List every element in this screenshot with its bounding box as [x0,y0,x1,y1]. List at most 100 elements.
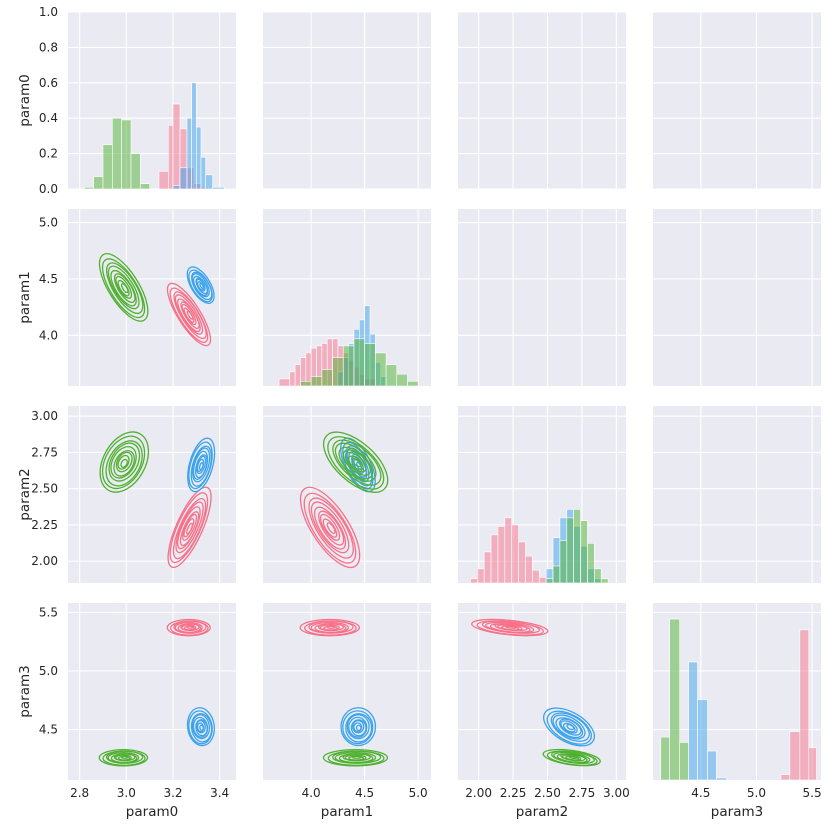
x-tick-label-param1: 4.0 [302,786,321,800]
y-tick-label-param2: 2.00 [31,554,58,568]
panel-background [68,603,236,780]
y-axis-label-param1: param1 [17,271,33,323]
y-tick-label-param0: 1.0 [39,5,58,19]
hist-bar-param0-s2 [186,117,192,189]
panel-param3-param2 [458,603,626,780]
kde-contour-param1-param2-s3 [338,446,374,480]
hist-bar-param0-s2 [172,185,181,189]
kde-contour-param0-param2-s3 [101,435,146,490]
panel-param3-param0 [68,603,236,780]
hist-bar-param0-s2 [191,82,197,189]
kde-contour-param1-param2-s0 [322,518,338,538]
kde-contour-param0-param1-s3 [98,253,149,322]
y-tick-label-param0: 0.8 [39,40,58,54]
hist-bar-param0-s2 [205,174,213,189]
y-tick-label-param1: 5.0 [39,216,58,230]
hist-bar-param2-s0 [483,551,492,583]
kde-contour-param0-param1-s3 [101,258,146,319]
panel-param2-param1 [263,406,431,583]
hist-bar-param3-s0 [789,731,801,780]
kde-contour-param1-param3-s2 [346,714,370,740]
kde-contour-param0-param1-s3 [107,265,140,310]
kde-contour-param1-param3-s2 [348,716,368,738]
hist-bar-param2-s0 [504,517,513,583]
hist-bar-param1-s3 [375,352,387,386]
kde-contour-param0-param1-s0 [174,294,204,335]
kde-contour-param1-param2-s0 [326,522,336,534]
x-tick-label-param2: 3.00 [603,786,630,800]
y-tick-label-param3: 4.5 [39,723,58,737]
x-tick-label-param2: 2.25 [500,786,527,800]
kde-contour-param1-param3-s2 [352,719,365,734]
panels-layer [68,11,821,780]
y-tick-label-param2: 2.25 [31,518,58,532]
hist-bar-param1-s3 [310,376,323,386]
panel-background [263,12,431,189]
panel-param1-param2 [458,209,626,386]
panel-content [299,618,389,767]
y-tick-label-param0: 0.4 [39,111,58,125]
kde-contour-param0-param1-s2 [199,282,205,289]
kde-contour-param2-param3-s3 [568,755,578,760]
hist-bar-param0-s2 [179,167,188,189]
panel-content [98,618,215,767]
x-tick-label-param0: 3.2 [163,786,182,800]
hist-bar-param2-s3 [600,578,609,583]
panel-param0-param2 [458,11,626,190]
x-tick-label-param1: 4.5 [355,786,374,800]
kde-contour-param0-param1-s3 [120,283,129,294]
kde-contour-param0-param3-s2 [195,719,206,734]
panel-background [458,406,626,583]
kde-contour-param1-param3-s3 [351,755,362,759]
y-tick-label-param0: 0.2 [39,147,58,161]
kde-contour-param0-param2-s3 [105,440,143,487]
kde-contour-param1-param2-s3 [327,436,385,490]
kde-contour-param0-param3-s2 [191,714,211,740]
x-tick-label-param3: 5.5 [803,786,822,800]
hist-bar-param2-s0 [497,526,506,583]
x-tick-label-param0: 3.4 [210,786,229,800]
hist-bar-param2-s3 [552,565,561,583]
hist-bar-param3-s2 [688,661,698,780]
x-tick-label-param2: 2.00 [465,786,492,800]
hist-bar-param1-s0 [278,378,291,386]
kde-contour-param0-param3-s3 [120,755,129,759]
kde-contour-param0-param2-s2 [190,445,213,487]
x-tick-label-param3: 5.0 [747,786,766,800]
hist-bar-param3-s3 [660,736,670,780]
kde-contour-param0-param1-s2 [186,266,215,304]
kde-contour-param1-param2-s3 [347,455,364,471]
hist-bar-param0-s3 [112,117,122,189]
kde-contour-param2-param3-s2 [543,707,596,747]
kde-contour-param1-param2-s3 [323,431,389,493]
kde-contour-param1-param2-s0 [313,506,347,550]
kde-contour-param1-param2-s0 [308,497,354,559]
hist-bar-param2-s3 [573,509,581,583]
kde-contour-param1-param3-s2 [350,719,367,737]
kde-contour-param0-param1-s3 [106,262,144,315]
panel-background [458,12,626,189]
hist-bar-param2-s0 [490,534,499,583]
panel-background [653,406,821,583]
hist-bar-param2-s0 [470,578,478,583]
panel-param3-param3 [653,603,821,780]
kde-contour-param1-param3-s2 [353,722,363,733]
hist-bar-param0-s3 [102,144,113,189]
panel-background [68,406,236,583]
x-tick-label-param3: 4.5 [691,786,710,800]
y-tick-label-param3: 5.5 [39,605,58,619]
hist-bar-param2-s0 [511,524,519,583]
hist-bar-param2-s3 [594,568,602,583]
panel-content [84,82,225,189]
hist-bar-param0-s2 [196,126,202,189]
kde-contour-param1-param2-s0 [319,513,341,541]
kde-contour-param0-param2-s0 [175,501,204,554]
hist-bar-param3-s2 [716,777,727,780]
hist-bar-param2-s3 [559,540,568,583]
panel-content [660,618,817,780]
kde-contour-param2-param3-s2 [566,724,575,731]
kde-contour-param1-param2-s0 [318,510,345,546]
hist-bar-param1-s3 [321,369,333,386]
panel-background [458,209,626,386]
